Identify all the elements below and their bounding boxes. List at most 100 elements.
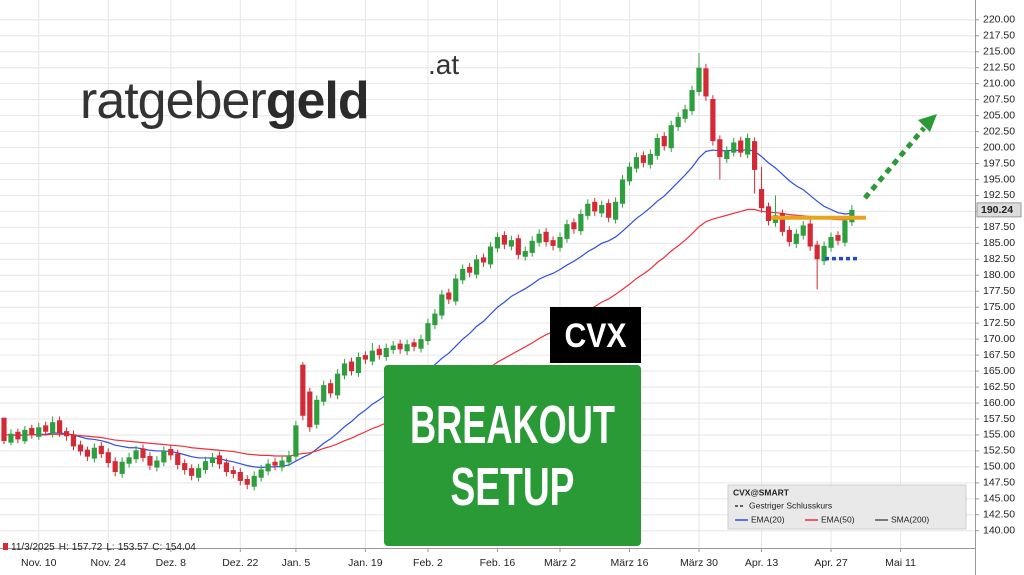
y-tick-label: 152.50	[983, 445, 1015, 457]
candle-body	[710, 98, 716, 142]
candle-body	[230, 470, 236, 474]
candle-body	[578, 213, 584, 232]
candle-body	[480, 257, 487, 263]
candle-body	[216, 455, 223, 465]
x-tick-label: Nov. 10	[21, 557, 57, 569]
candle-body	[654, 137, 660, 156]
candle-body	[786, 229, 792, 243]
candle-body	[585, 203, 591, 216]
candle-body	[202, 461, 209, 471]
y-tick-label: 165.00	[983, 365, 1015, 377]
candle-body	[390, 345, 396, 351]
candle-body	[592, 201, 598, 212]
candle-body	[404, 344, 410, 352]
candle-body	[668, 125, 674, 149]
candle-body	[613, 201, 619, 220]
candle-body	[626, 166, 633, 182]
candle-body	[619, 179, 626, 204]
x-tick-label: Apr. 13	[745, 557, 778, 569]
candle-body	[571, 222, 577, 230]
candle-body	[703, 68, 709, 97]
candle-body	[175, 453, 181, 465]
candle-body	[43, 425, 49, 432]
candle-body	[689, 90, 695, 112]
x-tick-label: Dez. 22	[222, 557, 258, 569]
candle-body	[348, 361, 355, 372]
candle-body	[244, 479, 250, 485]
candle-body	[376, 348, 382, 356]
candle-body	[196, 468, 202, 478]
y-tick-label: 217.50	[983, 30, 1015, 42]
candle-body	[70, 434, 77, 447]
breakout-arrow	[863, 126, 926, 200]
candle-body	[126, 457, 132, 464]
candle-body	[105, 452, 111, 464]
candle-body	[696, 67, 702, 92]
candle-body	[8, 433, 14, 443]
candle-body	[272, 461, 278, 466]
candle-body	[828, 236, 834, 248]
candle-body	[752, 141, 758, 170]
candle-body	[154, 460, 160, 468]
candle-body	[515, 238, 521, 255]
y-tick-label: 160.00	[983, 397, 1015, 409]
candle-body	[793, 233, 799, 244]
candle-body	[411, 342, 417, 347]
candle-body	[835, 235, 841, 241]
candle-body	[119, 461, 125, 474]
candle-body	[341, 363, 348, 376]
candle-body	[237, 471, 243, 481]
logo-suffix: .at	[428, 49, 459, 80]
y-tick-label: 187.50	[983, 221, 1015, 233]
candle-body	[418, 339, 424, 349]
candle-body	[355, 357, 362, 373]
candle-body	[383, 348, 389, 358]
candle-body	[606, 203, 612, 218]
y-tick-label: 215.00	[983, 46, 1015, 58]
y-tick-label: 192.50	[983, 189, 1015, 201]
x-tick-label: Jan. 5	[282, 557, 311, 569]
x-tick-label: Feb. 16	[480, 557, 516, 569]
price-tag	[976, 202, 1022, 218]
candle-body	[453, 278, 459, 302]
candle-body	[724, 150, 730, 160]
info-value: 154.04	[165, 542, 196, 553]
x-tick-label: März 30	[680, 557, 718, 569]
candle-body	[209, 457, 216, 464]
info-value: 153.57	[118, 542, 149, 553]
candle-body	[439, 294, 445, 316]
candle-body	[140, 448, 146, 458]
candle-body	[814, 244, 820, 260]
y-tick-label: 157.50	[983, 413, 1015, 425]
candle-body	[682, 109, 688, 119]
candle-body	[147, 456, 153, 466]
info-icon	[3, 543, 8, 550]
y-tick-label: 185.00	[983, 237, 1015, 249]
y-tick-label: 170.00	[983, 333, 1015, 345]
candle-body	[765, 206, 772, 221]
candle-body	[36, 427, 42, 437]
candle-body	[494, 236, 501, 249]
logo-part: geld	[266, 72, 369, 130]
candle-body	[501, 235, 507, 245]
candle-body	[557, 236, 563, 248]
x-tick-label: Jan. 19	[348, 557, 383, 569]
info-label: C:	[152, 542, 162, 553]
candle-body	[293, 425, 299, 457]
candle-body	[321, 385, 327, 402]
x-tick-label: Dez. 8	[156, 557, 187, 569]
y-tick-label: 210.00	[983, 77, 1015, 89]
logo-part: ratgeber	[80, 72, 266, 130]
legend-label: SMA(200)	[891, 514, 929, 524]
candle-body	[731, 142, 737, 153]
legend-title: CVX@SMART	[733, 487, 790, 497]
legend-label: EMA(20)	[751, 514, 785, 524]
candle-body	[640, 155, 646, 163]
y-tick-label: 197.50	[983, 157, 1015, 169]
candle-body	[168, 449, 174, 456]
candle-body	[487, 246, 494, 265]
info: 11/3/2025 H: 157.72 L: 153.57 C: 154.04	[3, 542, 196, 553]
candle-body	[84, 449, 90, 457]
candle-body	[91, 447, 97, 459]
